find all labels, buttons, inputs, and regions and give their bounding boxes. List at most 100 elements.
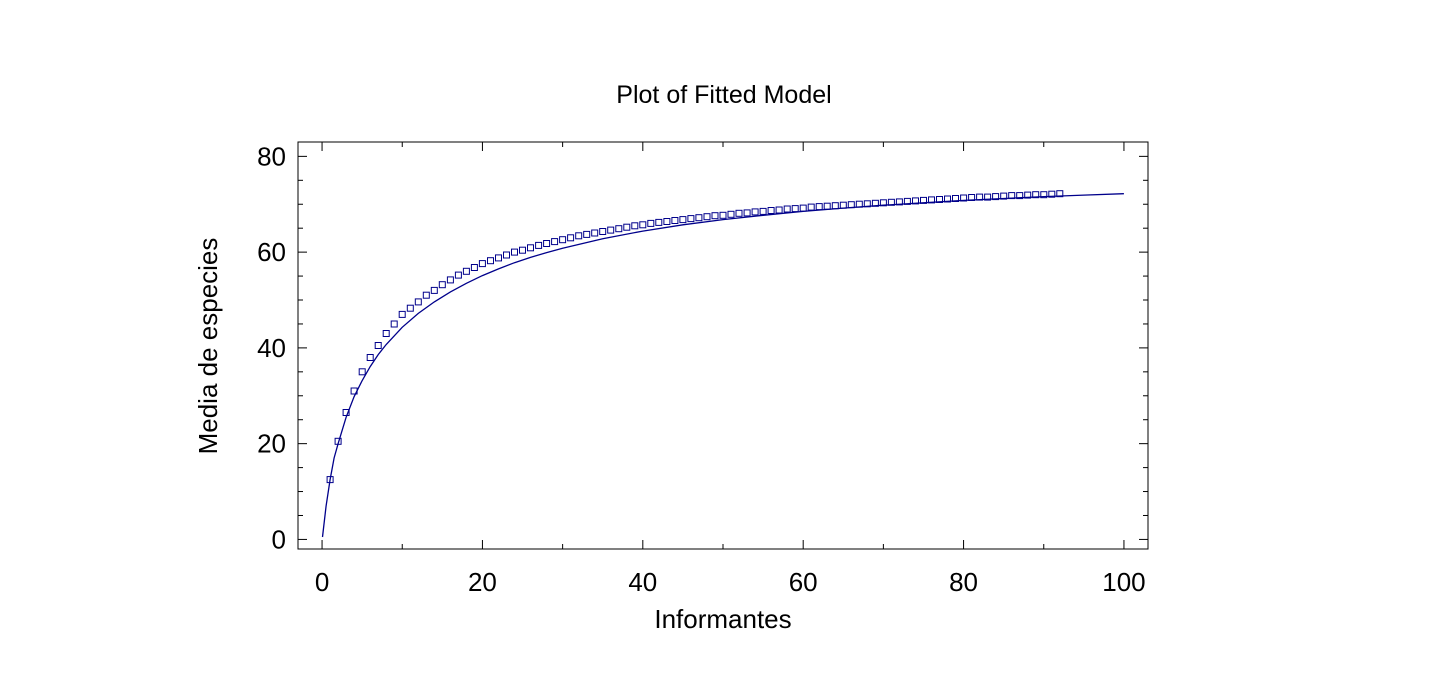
x-tick-label: 80 xyxy=(949,567,978,597)
data-point xyxy=(1032,191,1040,199)
data-point xyxy=(511,248,518,256)
x-tick-label: 0 xyxy=(315,567,329,597)
data-point xyxy=(366,354,374,361)
data-point xyxy=(920,196,927,204)
x-tick-label: 20 xyxy=(468,567,497,597)
data-point xyxy=(879,199,887,207)
data-point xyxy=(679,216,687,224)
data-point xyxy=(855,200,863,208)
data-point xyxy=(422,291,430,299)
data-point xyxy=(623,223,631,231)
data-point xyxy=(847,201,855,209)
data-point xyxy=(887,198,895,206)
data-point xyxy=(583,230,591,238)
data-point xyxy=(783,205,791,213)
data-point xyxy=(487,257,494,265)
data-point xyxy=(839,201,847,209)
data-point xyxy=(551,238,559,246)
data-point xyxy=(1040,191,1048,199)
data-point xyxy=(430,286,438,294)
data-point xyxy=(976,193,984,201)
data-point xyxy=(960,194,968,202)
data-point xyxy=(912,197,919,205)
data-point xyxy=(1056,190,1064,198)
data-point xyxy=(807,203,815,211)
data-point xyxy=(703,213,711,221)
data-point xyxy=(374,342,382,349)
data-point xyxy=(751,208,759,216)
y-tick-label: 40 xyxy=(257,333,286,363)
data-point xyxy=(470,264,478,271)
y-tick-label: 0 xyxy=(272,524,286,554)
data-point xyxy=(414,298,422,306)
data-point xyxy=(655,218,663,226)
data-point xyxy=(928,196,935,204)
data-point xyxy=(895,198,903,206)
data-point xyxy=(495,254,502,262)
data-point xyxy=(663,218,671,225)
data-point xyxy=(743,209,751,217)
data-point xyxy=(527,244,534,252)
data-point xyxy=(871,199,879,207)
data-point xyxy=(711,212,719,220)
data-point xyxy=(903,197,911,205)
data-point xyxy=(767,207,775,214)
data-point xyxy=(334,437,342,445)
data-point xyxy=(350,387,358,395)
data-point xyxy=(799,204,807,212)
y-tick-label: 80 xyxy=(257,141,286,171)
data-point xyxy=(992,193,1000,201)
data-point xyxy=(1024,191,1032,199)
data-point xyxy=(607,226,615,234)
fitted-line-group xyxy=(321,193,1124,538)
chart-title: Plot of Fitted Model xyxy=(616,81,831,109)
y-tick-label: 20 xyxy=(257,429,286,459)
data-point xyxy=(575,232,583,240)
plot-area-frame xyxy=(297,141,1149,550)
data-point xyxy=(831,202,839,210)
data-point xyxy=(936,196,943,203)
data-point xyxy=(631,222,639,230)
data-point xyxy=(519,246,526,254)
data-point xyxy=(727,210,735,218)
data-point xyxy=(952,195,959,202)
data-point xyxy=(358,368,366,376)
data-point xyxy=(615,225,623,233)
data-point xyxy=(567,234,575,242)
axis-tick-labels: 0 20 40 60 80 100 0 20 40 60 80 xyxy=(257,141,1146,597)
data-point xyxy=(735,209,743,217)
axis-ticks xyxy=(298,142,1148,549)
data-point xyxy=(543,240,551,247)
data-point xyxy=(1008,192,1016,200)
y-tick-label: 60 xyxy=(257,237,286,267)
data-point xyxy=(1000,192,1008,200)
data-point xyxy=(390,320,398,328)
data-point xyxy=(984,193,992,201)
data-point xyxy=(454,271,462,279)
data-point xyxy=(591,229,599,237)
data-point xyxy=(326,476,334,484)
x-tick-label: 100 xyxy=(1102,567,1145,597)
data-point xyxy=(559,236,567,244)
data-point xyxy=(719,211,727,219)
data-point xyxy=(695,214,703,222)
data-point xyxy=(382,330,390,337)
x-tick-label: 60 xyxy=(789,567,818,597)
data-point xyxy=(406,304,414,312)
data-point xyxy=(815,203,823,211)
fitted-line xyxy=(321,193,1124,538)
data-point xyxy=(647,219,655,227)
data-point xyxy=(863,200,871,208)
data-points-group xyxy=(326,190,1064,484)
y-axis-title: Media de especies xyxy=(193,238,223,455)
data-point xyxy=(438,281,446,289)
data-point xyxy=(639,221,647,229)
data-point xyxy=(759,207,767,215)
data-point xyxy=(398,310,406,318)
data-point xyxy=(535,241,543,249)
data-point xyxy=(775,206,783,214)
data-point xyxy=(823,202,831,210)
data-point xyxy=(1048,190,1056,198)
data-point xyxy=(1016,192,1024,200)
